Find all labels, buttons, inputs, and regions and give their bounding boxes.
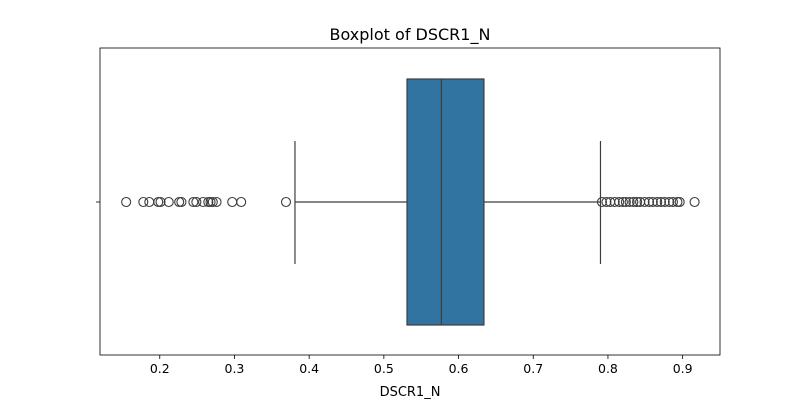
outlier-point [667,196,678,208]
x-tick-label: 0.6 [449,361,469,376]
outlier-points [121,196,700,208]
outlier-point [144,196,155,208]
x-tick-label: 0.9 [673,361,693,376]
x-tick-label: 0.3 [225,361,245,376]
outlier-point [596,196,608,208]
x-tick-label: 0.2 [150,361,170,376]
outlier-point [655,196,667,208]
outlier-point [138,196,149,208]
outlier-point [198,196,209,208]
interquartile-box [406,78,485,326]
outlier-point [647,196,658,208]
outlier-point [620,196,631,208]
outlier-point [689,196,700,208]
outlier-point [188,196,199,208]
x-axis-ticks: 0.2 0.3 0.4 0.5 0.6 0.7 0.8 0.9 [150,355,693,376]
outlier-point [609,196,620,208]
x-tick-label: 0.4 [299,361,319,376]
outlier-point [643,196,655,208]
outlier-point [674,196,685,208]
outlier-point [153,196,164,208]
plot-area-frame [99,47,721,356]
outlier-point [614,196,625,208]
outlier-point [191,196,202,208]
outlier-point [211,196,222,208]
outlier-point [207,196,218,208]
outlier-point [632,196,643,208]
outlier-point [155,196,166,208]
outlier-point [664,196,675,208]
outlier-point [227,196,238,208]
outlier-point [659,196,670,208]
x-tick-label: 0.5 [374,361,394,376]
outlier-point [652,196,663,208]
outlier-point [280,196,292,208]
outlier-point [617,196,628,208]
chart-title: Boxplot of DSCR1_N [330,25,491,45]
outlier-point [176,196,187,208]
outlier-point [624,196,635,208]
outlier-point [236,196,247,208]
box-group [294,78,602,326]
outlier-point [601,196,612,208]
outlier-point [639,196,650,208]
x-tick-label: 0.7 [523,361,543,376]
x-tick-label: 0.8 [598,361,618,376]
x-axis-label: DSCR1_N [380,385,441,400]
outlier-point [174,196,185,208]
outlier-point [163,196,174,208]
outlier-point [628,196,639,208]
outlier-point [121,196,132,208]
